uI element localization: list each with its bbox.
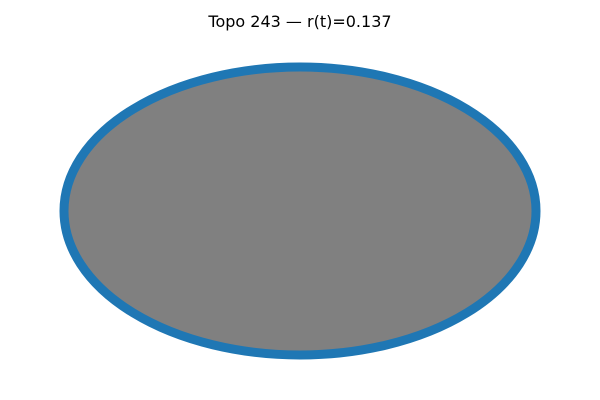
- plot-title: Topo 243 — r(t)=0.137: [208, 12, 392, 31]
- topology-ellipse: [59, 62, 541, 360]
